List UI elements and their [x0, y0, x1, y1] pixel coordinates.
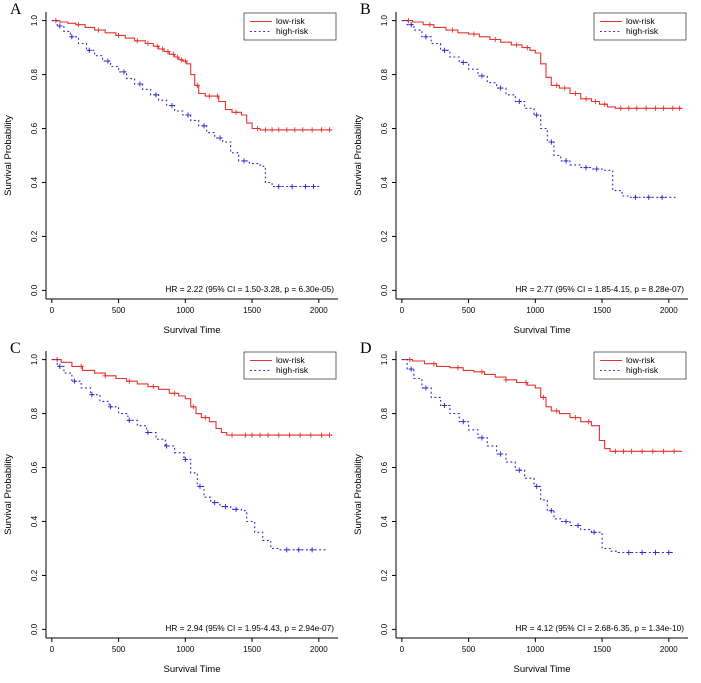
svg-text:low-risk: low-risk [626, 16, 656, 26]
svg-text:HR = 2.94 (95% CI = 1.95-4.43,: HR = 2.94 (95% CI = 1.95-4.43, p = 2.94e… [165, 623, 334, 633]
svg-text:high-risk: high-risk [276, 365, 309, 375]
svg-text:0: 0 [400, 645, 405, 654]
svg-text:Survival Probability: Survival Probability [353, 115, 364, 196]
panel-d: D 0 500 1000 1500 2000 0.0 0.2 0.4 0.6 0.8 1.0 Surv… [350, 339, 700, 678]
svg-text:1500: 1500 [243, 306, 261, 315]
svg-text:HR = 2.22 (95% CI = 1.50-3.28,: HR = 2.22 (95% CI = 1.50-3.28, p = 6.30e… [165, 284, 334, 294]
svg-text:Survival Time: Survival Time [513, 325, 570, 336]
svg-text:1.0: 1.0 [380, 353, 389, 365]
svg-text:Survival Time: Survival Time [513, 664, 570, 675]
svg-text:0.4: 0.4 [380, 515, 389, 527]
km-chart-c: 0 500 1000 1500 2000 0.0 0.2 0.4 0.6 0.8 1.0 Surviv… [3, 351, 338, 675]
svg-text:1500: 1500 [593, 645, 611, 654]
svg-text:0: 0 [50, 645, 55, 654]
svg-text:1000: 1000 [526, 645, 544, 654]
svg-text:0.8: 0.8 [30, 68, 39, 80]
svg-text:0.8: 0.8 [380, 68, 389, 80]
svg-text:high-risk: high-risk [626, 365, 659, 375]
svg-text:0.2: 0.2 [30, 569, 39, 581]
svg-text:0.6: 0.6 [30, 122, 39, 134]
svg-text:Survival Probability: Survival Probability [353, 454, 364, 535]
svg-text:1000: 1000 [526, 306, 544, 315]
panel-label-c: C [10, 340, 21, 357]
svg-text:Survival Probability: Survival Probability [3, 454, 14, 535]
svg-text:0.4: 0.4 [30, 176, 39, 188]
svg-text:1000: 1000 [176, 306, 194, 315]
svg-text:0.8: 0.8 [30, 407, 39, 419]
panel-b: B 0 500 1000 1500 2000 0.0 0.2 0.4 0.6 0.8 1.0 Surv… [350, 0, 700, 339]
svg-text:1500: 1500 [593, 306, 611, 315]
panel-a: A 0 500 1000 1500 2000 0.0 0.2 0.4 0.6 0.8 1.0 Surv… [0, 0, 350, 339]
km-chart-a: 0 500 1000 1500 2000 0.0 0.2 0.4 0.6 0.8 1.0 Surviv… [3, 12, 338, 336]
svg-text:Survival Time: Survival Time [163, 664, 220, 675]
svg-text:500: 500 [462, 645, 476, 654]
svg-text:0.6: 0.6 [30, 461, 39, 473]
svg-text:0.0: 0.0 [30, 284, 39, 296]
svg-text:low-risk: low-risk [276, 355, 306, 365]
svg-text:low-risk: low-risk [276, 16, 306, 26]
panel-c: C 0 500 1000 1500 2000 0.0 0.2 0.4 0.6 0.8 1.0 Surv… [0, 339, 350, 678]
svg-text:0.0: 0.0 [30, 623, 39, 635]
panel-label-d: D [360, 340, 372, 357]
svg-text:0: 0 [50, 306, 55, 315]
svg-text:0: 0 [400, 306, 405, 315]
svg-text:high-risk: high-risk [626, 26, 659, 36]
km-chart-b: 0 500 1000 1500 2000 0.0 0.2 0.4 0.6 0.8 1.0 Surviv… [353, 12, 688, 336]
panel-label-b: B [360, 1, 371, 18]
svg-text:500: 500 [112, 645, 126, 654]
svg-text:1500: 1500 [243, 645, 261, 654]
svg-text:0.0: 0.0 [380, 623, 389, 635]
svg-text:0.4: 0.4 [30, 515, 39, 527]
svg-text:0.6: 0.6 [380, 461, 389, 473]
svg-text:1.0: 1.0 [30, 14, 39, 26]
svg-text:2000: 2000 [660, 306, 678, 315]
svg-text:0.2: 0.2 [30, 230, 39, 242]
svg-text:0.4: 0.4 [380, 176, 389, 188]
svg-text:2000: 2000 [660, 645, 678, 654]
svg-text:0.8: 0.8 [380, 407, 389, 419]
svg-text:0.2: 0.2 [380, 230, 389, 242]
km-chart-d: 0 500 1000 1500 2000 0.0 0.2 0.4 0.6 0.8 1.0 Surviv… [353, 351, 688, 675]
svg-text:0.2: 0.2 [380, 569, 389, 581]
svg-text:1.0: 1.0 [380, 14, 389, 26]
svg-text:1000: 1000 [176, 645, 194, 654]
svg-text:500: 500 [112, 306, 126, 315]
svg-text:HR = 2.77 (95% CI = 1.85-4.15,: HR = 2.77 (95% CI = 1.85-4.15, p = 8.28e… [515, 284, 684, 294]
svg-text:2000: 2000 [310, 306, 328, 315]
svg-text:0.0: 0.0 [380, 284, 389, 296]
svg-text:2000: 2000 [310, 645, 328, 654]
svg-text:low-risk: low-risk [626, 355, 656, 365]
svg-text:0.6: 0.6 [380, 122, 389, 134]
svg-text:high-risk: high-risk [276, 26, 309, 36]
svg-text:1.0: 1.0 [30, 353, 39, 365]
svg-text:500: 500 [462, 306, 476, 315]
svg-text:Survival Time: Survival Time [163, 325, 220, 336]
svg-text:HR = 4.12 (95% CI = 2.68-6.35,: HR = 4.12 (95% CI = 2.68-6.35, p = 1.34e… [515, 623, 684, 633]
svg-text:Survival Probability: Survival Probability [3, 115, 14, 196]
panel-label-a: A [10, 1, 22, 18]
